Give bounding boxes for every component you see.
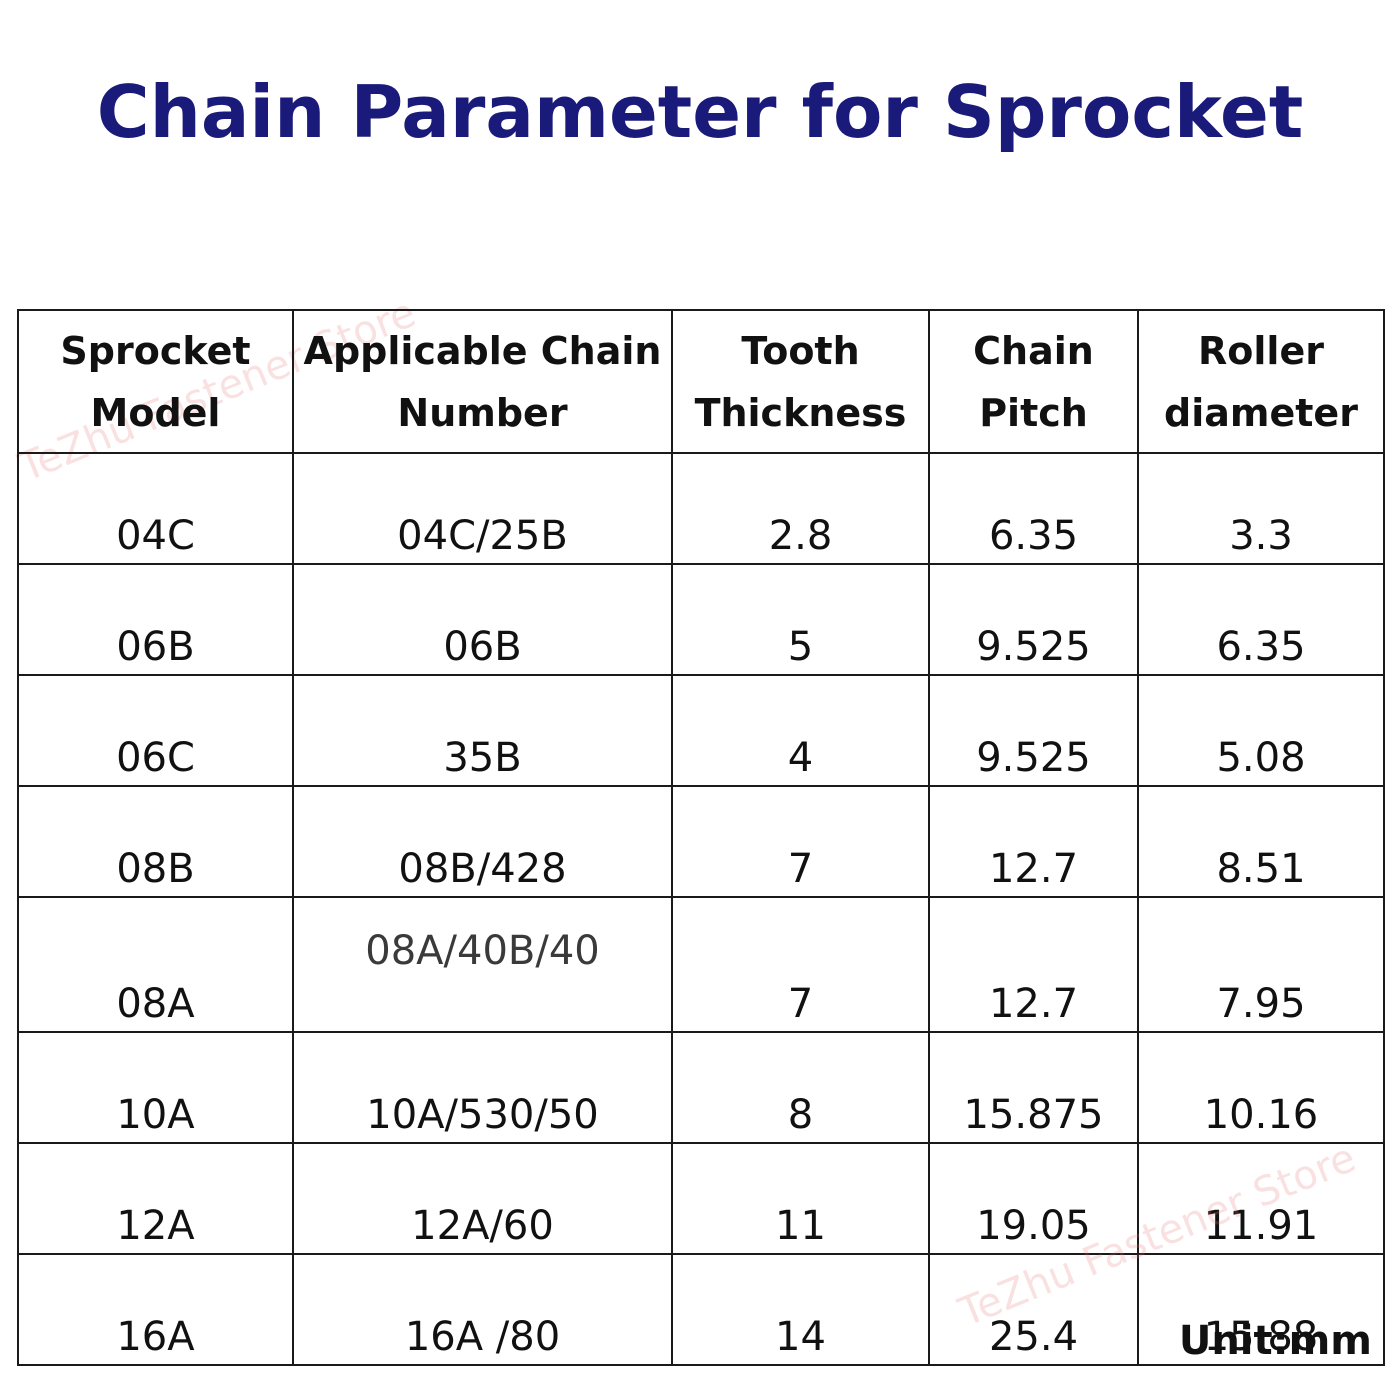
cell-roller-diameter: 11.91 — [1137, 1142, 1385, 1255]
cell-roller-diameter: 6.35 — [1137, 563, 1385, 676]
cell-roller-diameter: 8.51 — [1137, 785, 1385, 898]
cell-tooth-thickness: 11 — [671, 1142, 930, 1255]
header-chain-pitch-line1: Chain — [973, 328, 1094, 373]
cell-sprocket-model: 06C — [17, 674, 294, 787]
cell-sprocket-model: 12A — [17, 1142, 294, 1255]
cell-tooth-thickness: 7 — [671, 785, 930, 898]
cell-chain-pitch: 9.525 — [928, 674, 1139, 787]
header-tooth-thickness: Tooth Thickness — [671, 309, 930, 454]
cell-tooth-thickness: 14 — [671, 1253, 930, 1366]
header-applicable-chain-number: Applicable Chain Number — [292, 309, 673, 454]
cell-chain-pitch: 15.875 — [928, 1031, 1139, 1144]
unit-label: Unit:mm — [1178, 1318, 1372, 1364]
cell-chain-pitch: 9.525 — [928, 563, 1139, 676]
header-chain-pitch-line2: Pitch — [979, 390, 1088, 435]
cell-chain-number: 10A/530/50 — [292, 1031, 673, 1144]
cell-sprocket-model: 08A — [17, 896, 294, 1033]
header-sprocket-model-line1: Sprocket — [60, 328, 251, 373]
header-tooth-thickness-line2: Thickness — [694, 390, 907, 435]
header-roller-diameter: Roller diameter — [1137, 309, 1385, 454]
cell-sprocket-model: 04C — [17, 452, 294, 565]
header-tooth-thickness-line1: Tooth — [741, 328, 860, 373]
cell-chain-pitch: 6.35 — [928, 452, 1139, 565]
cell-roller-diameter: 15.88 — [1137, 1253, 1385, 1366]
header-row: Sprocket Model Applicable Chain Number T… — [17, 309, 1385, 454]
cell-chain-number: 04C/25B — [292, 452, 673, 565]
cell-sprocket-model: 10A — [17, 1031, 294, 1144]
cell-chain-number: 06B — [292, 563, 673, 676]
cell-roller-diameter: 5.08 — [1137, 674, 1385, 787]
chain-parameter-table: Sprocket Model Applicable Chain Number T… — [17, 309, 1385, 1366]
cell-tooth-thickness: 4 — [671, 674, 930, 787]
header-applicable-chain-line1: Applicable Chain — [303, 328, 662, 373]
cell-tooth-thickness: 2.8 — [671, 452, 930, 565]
cell-roller-diameter: 10.16 — [1137, 1031, 1385, 1144]
cell-tooth-thickness: 7 — [671, 896, 930, 1033]
table-row: 10A 10A/530/50 8 15.875 10.16 — [17, 1031, 1385, 1144]
cell-chain-pitch: 12.7 — [928, 785, 1139, 898]
cell-chain-pitch: 19.05 — [928, 1142, 1139, 1255]
table-row: 08A 08A/40B/40 7 12.7 7.95 — [17, 896, 1385, 1033]
page-title: Chain Parameter for Sprocket — [96, 70, 1304, 154]
cell-chain-number: 08A/40B/40 — [292, 896, 673, 1033]
table-row: 08B 08B/428 7 12.7 8.51 — [17, 785, 1385, 898]
table-row: 06C 35B 4 9.525 5.08 — [17, 674, 1385, 787]
header-applicable-chain-line2: Number — [397, 390, 568, 435]
header-sprocket-model-line2: Model — [90, 390, 221, 435]
cell-chain-pitch: 12.7 — [928, 896, 1139, 1033]
cell-chain-number: 12A/60 — [292, 1142, 673, 1255]
cell-chain-pitch: 25.4 — [928, 1253, 1139, 1366]
header-sprocket-model: Sprocket Model — [17, 309, 294, 454]
table-row: 04C 04C/25B 2.8 6.35 3.3 — [17, 452, 1385, 565]
cell-sprocket-model: 06B — [17, 563, 294, 676]
cell-chain-number: 35B — [292, 674, 673, 787]
cell-chain-number: 16A /80 — [292, 1253, 673, 1366]
cell-tooth-thickness: 8 — [671, 1031, 930, 1144]
cell-sprocket-model: 08B — [17, 785, 294, 898]
header-roller-diameter-line1: Roller — [1198, 328, 1324, 373]
cell-sprocket-model: 16A — [17, 1253, 294, 1366]
cell-roller-diameter: 3.3 — [1137, 452, 1385, 565]
cell-tooth-thickness: 5 — [671, 563, 930, 676]
header-chain-pitch: Chain Pitch — [928, 309, 1139, 454]
table-row: 06B 06B 5 9.525 6.35 — [17, 563, 1385, 676]
cell-chain-number: 08B/428 — [292, 785, 673, 898]
table-row: 12A 12A/60 11 19.05 11.91 — [17, 1142, 1385, 1255]
header-roller-diameter-line2: diameter — [1164, 390, 1358, 435]
table-row: 16A 16A /80 14 25.4 15.88 — [17, 1253, 1385, 1366]
cell-roller-diameter: 7.95 — [1137, 896, 1385, 1033]
